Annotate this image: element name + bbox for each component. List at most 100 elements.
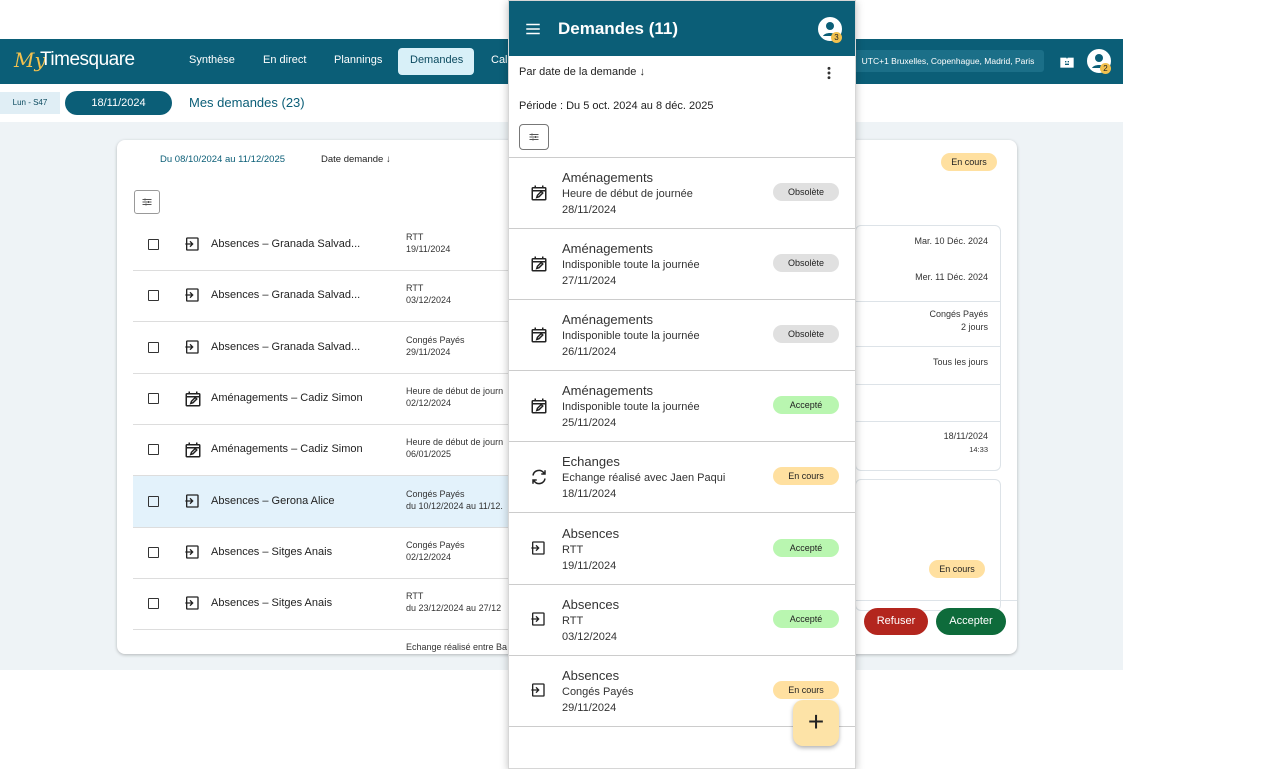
- icon-graphic: [531, 185, 547, 201]
- item-status: Accepté: [773, 538, 839, 557]
- row-title: Absences – Sitges Anais: [211, 545, 333, 558]
- row-line2: 06/01/2025: [406, 449, 452, 460]
- item-detail: Indisponible toute la journée: [562, 330, 700, 343]
- icon-graphic: [531, 683, 545, 697]
- checkbox[interactable]: [148, 290, 159, 302]
- item-detail: Congés Payés: [562, 685, 634, 698]
- request-row[interactable]: Absences – Sitges Anais Congés Payés 02/12…: [133, 527, 509, 579]
- nav-item[interactable]: Synthèse: [189, 54, 235, 66]
- panel-item[interactable]: Absences RTT 19/11/2024 Accepté: [509, 514, 855, 585]
- row-line1: RTT: [406, 591, 424, 602]
- item-category: Aménagements: [562, 170, 654, 185]
- row-line2: du 10/12/2024 au 11/12.: [406, 500, 503, 511]
- row-title: Absences – Granada Salvad...: [211, 238, 361, 250]
- item-date: 26/11/2024: [562, 346, 617, 359]
- row-line1: RTT: [406, 232, 424, 242]
- panel-item[interactable]: Absences RTT 03/12/2024 Accepté: [509, 585, 855, 656]
- row-line1: Congés Payés: [406, 539, 465, 550]
- panel-item[interactable]: Aménagements Indisponible toute la journé…: [509, 229, 855, 301]
- checkbox[interactable]: [148, 444, 159, 456]
- avatar-badge: 2: [1100, 63, 1111, 74]
- checkbox[interactable]: [148, 392, 159, 404]
- item-icon: [530, 611, 546, 632]
- detail-text: 2 jours: [960, 322, 988, 332]
- icon-graphic: [531, 611, 545, 626]
- panel-item[interactable]: Echanges Echange réalisé avec Jaen Paqui 1…: [509, 442, 855, 514]
- timezone-select[interactable]: UTC+1 Bruxelles, Copenhague, Madrid, Par…: [852, 50, 1044, 72]
- item-detail: Echange réalisé avec Jaen Paqui: [562, 472, 726, 485]
- request-row[interactable]: Absences – Sitges Anais RTT du 23/12/2024 …: [133, 578, 509, 631]
- request-row[interactable]: Aménagements – Cadiz Simon Heure de début…: [133, 424, 509, 477]
- item-icon: [530, 326, 548, 349]
- filter-button[interactable]: [134, 190, 160, 214]
- icon-graphic: [185, 545, 199, 559]
- icon-graphic: [185, 493, 199, 508]
- add-button[interactable]: +: [793, 700, 839, 746]
- item-category: Absences: [562, 596, 620, 612]
- checkbox[interactable]: [148, 341, 159, 353]
- item-category: Aménagements: [562, 383, 654, 399]
- panel-item[interactable]: Aménagements Indisponible toute la journé…: [509, 300, 855, 372]
- detail-text: 14:33: [969, 445, 988, 454]
- detail-text: 18/11/2024: [943, 431, 988, 441]
- date-pill[interactable]: 18/11/2024: [65, 91, 172, 115]
- panel-item[interactable]: Absences Congés Payés 29/11/2024 En cours: [509, 656, 855, 727]
- panel-sort[interactable]: Par date de la demande ↓: [519, 66, 645, 78]
- panel-item[interactable]: Aménagements Heure de début de journée 28/…: [509, 158, 855, 229]
- nav-item[interactable]: En direct: [263, 54, 307, 66]
- accept-button[interactable]: Accepter: [936, 608, 1006, 635]
- item-detail: RTT: [562, 614, 584, 627]
- request-row[interactable]: Echange réalisé entre Ba: [133, 629, 509, 654]
- panel-title: Demandes (11): [558, 19, 678, 38]
- row-line2: 02/12/2024: [406, 551, 452, 562]
- logo-prefix: My: [14, 48, 46, 72]
- request-row[interactable]: Aménagements – Cadiz Simon Heure de début…: [133, 373, 509, 425]
- request-row[interactable]: Absences – Granada Salvad... Congés Payés…: [133, 322, 509, 374]
- icon-graphic: [526, 23, 540, 35]
- checkbox[interactable]: [148, 598, 159, 610]
- item-icon: [530, 540, 546, 561]
- request-row[interactable]: Absences – Granada Salvad... RTT 03/12/202…: [133, 270, 509, 323]
- item-date: 18/11/2024: [562, 488, 617, 501]
- row-line2: 29/11/2024: [406, 346, 451, 357]
- row-icon: [184, 544, 200, 565]
- row-icon: [184, 390, 202, 413]
- row-line1: RTT: [406, 283, 424, 294]
- logo: Timesquare: [40, 49, 135, 70]
- week-label: Lun - S47: [0, 92, 60, 114]
- detail-divider: [856, 384, 1000, 385]
- detail-box: [855, 479, 1001, 611]
- requests-panel: Demandes (11) 3 Par date de la demande ↓ Pé…: [508, 0, 856, 769]
- panel-filter-button[interactable]: [519, 124, 549, 150]
- item-detail: Heure de début de journée: [562, 188, 693, 200]
- item-status: Accepté: [773, 609, 839, 628]
- more-button[interactable]: [822, 65, 836, 86]
- detail-divider: [856, 301, 1000, 302]
- sort[interactable]: Date demande ↓: [321, 154, 391, 165]
- nav-item[interactable]: Plannings: [334, 54, 383, 66]
- detail-divider: [856, 346, 1000, 347]
- panel-header: Demandes (11) 3: [509, 1, 855, 56]
- icon-graphic: [531, 256, 547, 272]
- request-row[interactable]: Absences – Granada Salvad... RTT 19/11/202…: [133, 219, 509, 271]
- item-category: Absences: [562, 667, 620, 683]
- request-row[interactable]: Absences – Gerona Alice Congés Payés du 10…: [133, 475, 509, 528]
- icon-graphic: [185, 237, 199, 251]
- checkbox[interactable]: [148, 546, 159, 558]
- nav-item[interactable]: Demandes: [410, 54, 464, 66]
- panel-item[interactable]: Aménagements Indisponible toute la journé…: [509, 371, 855, 443]
- item-date: 03/12/2024: [562, 630, 618, 643]
- refuse-button[interactable]: Refuser: [864, 608, 928, 635]
- detail-divider: [856, 421, 1000, 422]
- checkbox[interactable]: [148, 239, 159, 250]
- item-detail: RTT: [562, 543, 584, 556]
- checkbox[interactable]: [148, 495, 159, 507]
- item-detail: Indisponible toute la journée: [562, 259, 700, 272]
- menu-button[interactable]: [524, 20, 542, 43]
- item-status: En cours: [773, 467, 839, 486]
- item-icon: [530, 184, 548, 207]
- item-icon: [530, 468, 548, 491]
- row-line1: Congés Payés: [406, 488, 465, 499]
- nav-item[interactable]: Cal: [491, 54, 508, 66]
- icon-graphic: [531, 398, 547, 414]
